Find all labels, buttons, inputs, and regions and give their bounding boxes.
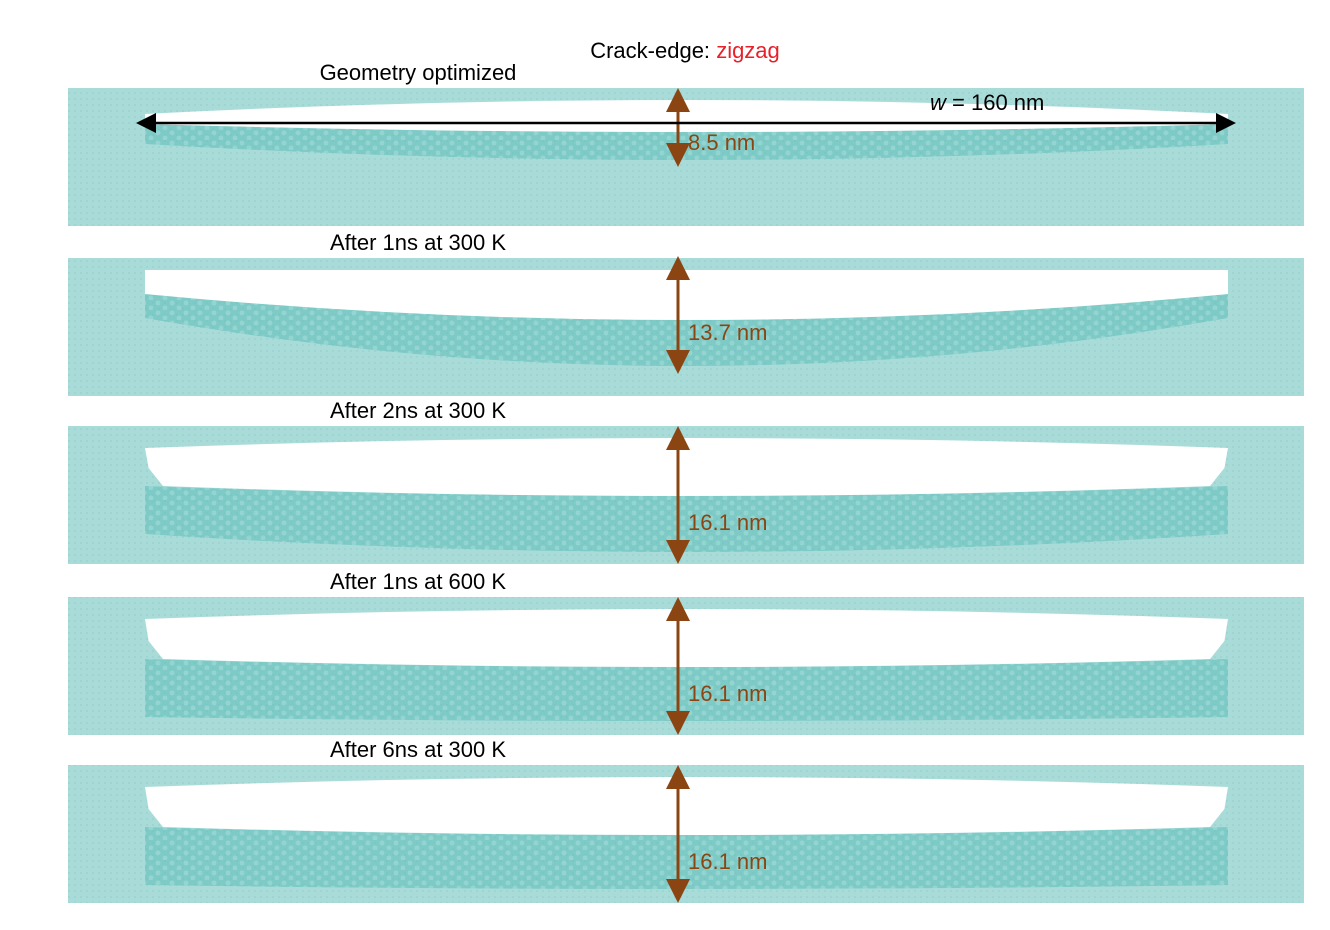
width-symbol: w [930,90,948,115]
opening-label: 16.1 nm [688,849,768,874]
crack [145,438,1228,496]
title-prefix: Crack-edge: [590,38,710,63]
title-edge: zigzag [716,38,780,63]
panel-label: After 6ns at 300 K [330,737,506,762]
opening-label: 13.7 nm [688,320,768,345]
panel-label: After 1ns at 600 K [330,569,506,594]
title: Crack-edge: zigzag [590,38,780,63]
opening-label: 16.1 nm [688,510,768,535]
width-label: w = 160 nm [930,90,1044,115]
panel-label: After 2ns at 300 K [330,398,506,423]
width-text: = 160 nm [952,90,1044,115]
panel-label: Geometry optimized [320,60,517,85]
opening-label: 8.5 nm [688,130,755,155]
strip [145,659,1228,721]
crack [145,609,1228,667]
opening-label: 16.1 nm [688,681,768,706]
crack [145,777,1228,835]
panel-label: After 1ns at 300 K [330,230,506,255]
strip [145,827,1228,889]
